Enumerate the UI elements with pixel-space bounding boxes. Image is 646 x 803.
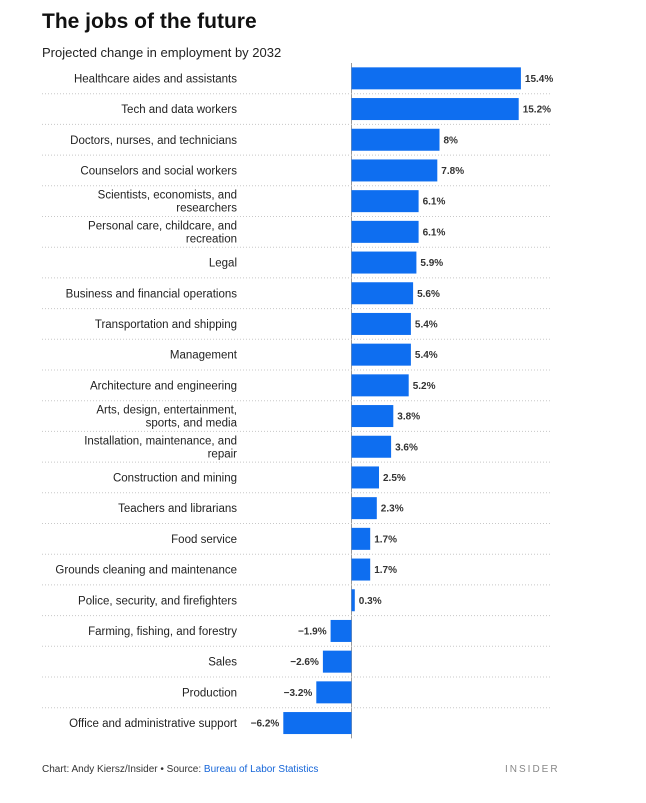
bar-value-label: 8% [444,135,459,146]
category-label: Food service [171,534,237,546]
bar-value-label: 5.4% [415,350,438,361]
category-label: Police, security, and firefighters [78,595,237,607]
category-label: Personal care, childcare, and recreation [88,220,237,245]
category-label: Business and financial operations [66,288,238,300]
category-label: Teachers and librarians [118,503,237,515]
bar-value-label: 3.6% [395,442,418,453]
bar [351,67,521,90]
bar-value-label: 3.8% [397,412,420,423]
bar [351,435,392,458]
chart-credit: Chart: Andy Kiersz/Insider [42,764,158,775]
category-label: Arts, design, entertainment, sports, and … [96,405,237,430]
category-label: Tech and data workers [121,104,237,116]
source-prefix: Source: [166,764,204,775]
chart-subtitle: Projected change in employment by 2032 [42,45,282,60]
bar-value-label: 15.4% [525,74,553,85]
category-label: Construction and mining [113,472,237,484]
bar-value-label: 5.6% [417,289,440,300]
category-label: Transportation and shipping [95,319,237,331]
chart-title: The jobs of the future [42,10,257,33]
chart-footer: Chart: Andy Kiersz/Insider • Source: Bur… [42,764,318,775]
bar [351,343,411,366]
footer-separator: • [157,764,167,775]
bar-value-label: 5.4% [415,319,438,330]
bar-value-label: −1.9% [298,626,327,637]
bar [351,558,371,581]
bar [351,282,414,305]
bar [351,589,355,612]
bar [351,251,417,274]
brand-logo: INSIDER [505,764,560,775]
category-label: Counselors and social workers [80,165,237,177]
bar [351,312,411,335]
bar-value-label: 6.1% [423,197,446,208]
bar [351,497,377,520]
category-label: Office and administrative support [69,718,238,730]
bar [322,650,352,673]
bar-value-label: 2.5% [383,473,406,484]
category-label: Sales [208,657,237,669]
bar [316,681,352,704]
bar-value-label: 7.8% [441,166,464,177]
bar [351,405,394,428]
category-label: Grounds cleaning and maintenance [55,565,237,577]
bar-value-label: 1.7% [374,565,397,576]
bar-value-label: 2.3% [381,504,404,515]
category-label: Production [182,687,237,699]
bar-value-label: 15.2% [523,105,551,116]
bar-value-label: 5.9% [420,258,443,269]
category-label: Architecture and engineering [90,380,237,392]
bar [351,190,419,213]
bar [283,712,352,735]
bar-value-label: 1.7% [374,534,397,545]
bar-value-label: 6.1% [423,227,446,238]
bar-value-label: 0.3% [359,596,382,607]
category-label: Scientists, economists, and researchers [98,190,238,215]
category-label: Installation, maintenance, and repair [84,435,237,460]
category-label: Healthcare aides and assistants [74,73,237,85]
bar-value-label: 5.2% [413,381,436,392]
bar-value-label: −2.6% [290,657,319,668]
bar [351,527,371,550]
category-label: Farming, fishing, and forestry [88,626,237,638]
bar [351,159,438,182]
bar [330,619,352,642]
source-link[interactable]: Bureau of Labor Statistics [203,764,319,775]
bar [351,374,409,397]
category-label: Doctors, nurses, and technicians [70,135,237,147]
bar [351,98,519,121]
bar-value-label: −6.2% [251,719,280,730]
bar [351,128,440,151]
category-label: Legal [209,258,237,270]
bar [351,466,379,489]
bar-value-label: −3.2% [284,688,313,699]
category-label: Management [170,350,238,362]
bar [351,220,419,243]
